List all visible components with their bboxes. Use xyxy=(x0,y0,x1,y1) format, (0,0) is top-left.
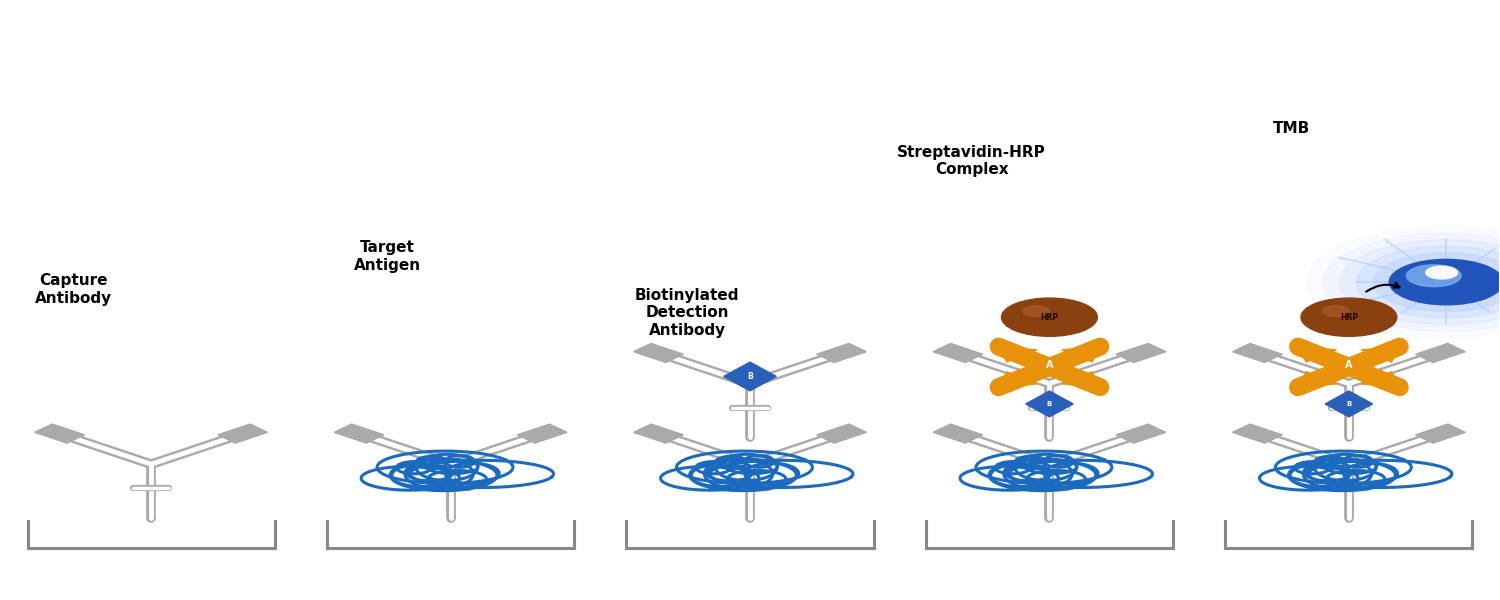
Text: B: B xyxy=(747,372,753,381)
Text: Streptavidin-HRP
Complex: Streptavidin-HRP Complex xyxy=(897,145,1046,177)
Circle shape xyxy=(1023,306,1050,316)
Circle shape xyxy=(1425,266,1458,279)
Circle shape xyxy=(1389,259,1500,305)
Polygon shape xyxy=(1324,391,1372,417)
Text: A: A xyxy=(1346,359,1353,370)
Polygon shape xyxy=(1062,347,1101,362)
Circle shape xyxy=(1300,298,1396,337)
Polygon shape xyxy=(1298,347,1336,362)
Circle shape xyxy=(1340,239,1500,325)
Text: Biotinylated
Detection
Antibody: Biotinylated Detection Antibody xyxy=(634,288,740,338)
Circle shape xyxy=(1372,253,1500,311)
Text: TMB: TMB xyxy=(1274,121,1311,136)
Polygon shape xyxy=(1416,424,1466,443)
Polygon shape xyxy=(999,347,1036,362)
Polygon shape xyxy=(1026,391,1072,417)
Polygon shape xyxy=(34,424,84,443)
Polygon shape xyxy=(634,424,682,443)
Polygon shape xyxy=(1233,343,1282,362)
Polygon shape xyxy=(933,424,982,443)
Polygon shape xyxy=(818,424,866,443)
Polygon shape xyxy=(1116,343,1166,362)
Polygon shape xyxy=(723,362,777,391)
Text: HRP: HRP xyxy=(1041,313,1059,322)
Polygon shape xyxy=(634,343,682,362)
Polygon shape xyxy=(1362,372,1400,387)
Circle shape xyxy=(1389,259,1500,305)
Polygon shape xyxy=(933,343,982,362)
Polygon shape xyxy=(818,343,866,362)
Polygon shape xyxy=(1416,343,1466,362)
Circle shape xyxy=(1356,246,1500,318)
Text: Capture
Antibody: Capture Antibody xyxy=(34,273,112,305)
Circle shape xyxy=(1407,265,1461,287)
Text: HRP: HRP xyxy=(1340,313,1358,322)
Polygon shape xyxy=(1116,424,1166,443)
Text: Target
Antigen: Target Antigen xyxy=(354,240,422,272)
Polygon shape xyxy=(1233,424,1282,443)
Text: B: B xyxy=(1347,401,1352,407)
Polygon shape xyxy=(518,424,567,443)
Polygon shape xyxy=(217,424,267,443)
Circle shape xyxy=(1323,233,1500,331)
Polygon shape xyxy=(1362,347,1400,362)
Polygon shape xyxy=(999,372,1036,387)
Text: B: B xyxy=(1047,401,1052,407)
Circle shape xyxy=(1002,298,1098,337)
Text: A: A xyxy=(1046,359,1053,370)
Polygon shape xyxy=(1298,372,1336,387)
Polygon shape xyxy=(1062,372,1101,387)
Polygon shape xyxy=(334,424,384,443)
Circle shape xyxy=(1322,306,1348,316)
